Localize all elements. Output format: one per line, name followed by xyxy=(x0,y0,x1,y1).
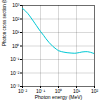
svg-text:10²: 10² xyxy=(91,88,99,94)
svg-text:10²: 10² xyxy=(12,16,20,22)
svg-text:10³: 10³ xyxy=(12,2,20,8)
svg-text:10⁻¹: 10⁻¹ xyxy=(35,88,46,95)
svg-text:10¹: 10¹ xyxy=(12,29,20,35)
svg-text:10⁻²: 10⁻² xyxy=(17,88,28,95)
svg-text:Photon cross section (barn/ato: Photon cross section (barn/atom) xyxy=(2,0,7,46)
svg-text:Photon energy (MeV): Photon energy (MeV) xyxy=(35,94,83,100)
svg-text:10¹: 10¹ xyxy=(72,88,81,95)
svg-text:10⁻²: 10⁻² xyxy=(10,70,20,76)
svg-text:10⁻³: 10⁻³ xyxy=(10,83,20,89)
svg-text:10⁰: 10⁰ xyxy=(54,88,63,95)
svg-text:10⁻¹: 10⁻¹ xyxy=(10,56,20,62)
svg-text:10⁰: 10⁰ xyxy=(12,43,20,49)
